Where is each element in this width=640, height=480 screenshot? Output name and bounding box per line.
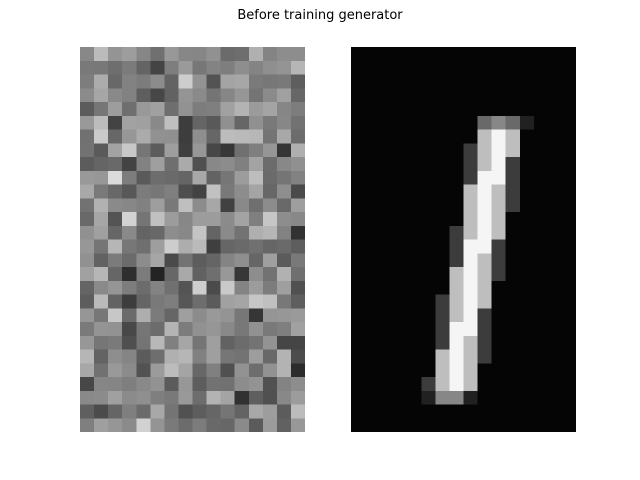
generated-noise-image xyxy=(80,47,305,432)
figure-title: Before training generator xyxy=(237,8,403,23)
digit-pixel-grid xyxy=(351,47,576,432)
noise-pixel-grid xyxy=(80,47,305,432)
real-digit-image xyxy=(351,47,576,432)
